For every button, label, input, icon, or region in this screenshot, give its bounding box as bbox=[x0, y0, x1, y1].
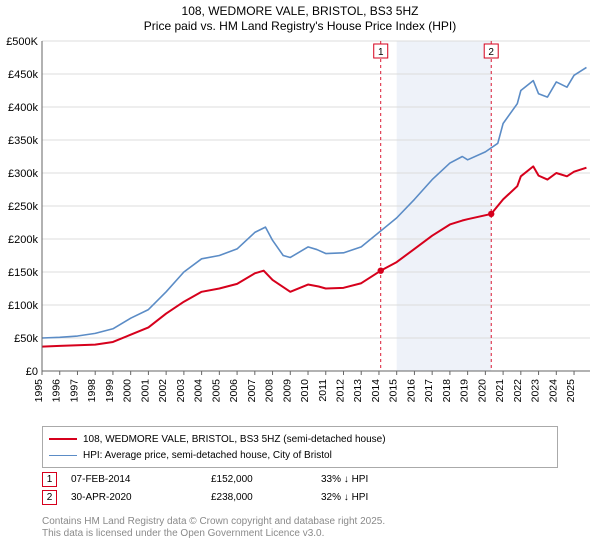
marker-table: 1 07-FEB-2014£152,00033% ↓ HPI 2 30-APR-202… bbox=[42, 470, 558, 506]
svg-text:2013: 2013 bbox=[352, 379, 364, 403]
marker-badge: 2 bbox=[42, 490, 57, 505]
legend-label: HPI: Average price, semi-detached house,… bbox=[83, 450, 332, 461]
marker-row: 2 30-APR-2020£238,00032% ↓ HPI bbox=[42, 488, 558, 506]
marker-delta: 33% ↓ HPI bbox=[321, 474, 368, 485]
svg-text:£200k: £200k bbox=[8, 234, 38, 246]
svg-text:2009: 2009 bbox=[281, 379, 293, 403]
svg-text:2022: 2022 bbox=[512, 379, 524, 403]
svg-text:2021: 2021 bbox=[494, 379, 506, 403]
chart-title-block: 108, WEDMORE VALE, BRISTOL, BS3 5HZ Pric… bbox=[0, 0, 600, 36]
marker-delta: 32% ↓ HPI bbox=[321, 492, 368, 503]
footer-line-2: This data is licensed under the Open Gov… bbox=[42, 528, 385, 540]
svg-text:1999: 1999 bbox=[104, 379, 116, 403]
svg-text:2010: 2010 bbox=[299, 379, 311, 403]
legend-label: 108, WEDMORE VALE, BRISTOL, BS3 5HZ (sem… bbox=[83, 434, 386, 445]
svg-text:2017: 2017 bbox=[423, 379, 435, 403]
svg-text:2003: 2003 bbox=[175, 379, 187, 403]
svg-text:2025: 2025 bbox=[565, 379, 577, 403]
svg-text:2019: 2019 bbox=[459, 379, 471, 403]
svg-text:£0: £0 bbox=[26, 366, 38, 378]
svg-text:2016: 2016 bbox=[405, 379, 417, 403]
svg-text:2001: 2001 bbox=[139, 379, 151, 403]
svg-text:2015: 2015 bbox=[388, 379, 400, 403]
svg-text:£150k: £150k bbox=[8, 267, 38, 279]
marker-date: 07-FEB-2014 bbox=[71, 474, 211, 485]
price-chart: £0 £50k £100k £150k £200k £250k £300k £350k £400… bbox=[0, 36, 600, 421]
chart-legend: 108, WEDMORE VALE, BRISTOL, BS3 5HZ (sem… bbox=[42, 426, 558, 468]
svg-text:£400k: £400k bbox=[8, 102, 38, 114]
title-line-2: Price paid vs. HM Land Registry's House … bbox=[0, 19, 600, 34]
legend-item: 108, WEDMORE VALE, BRISTOL, BS3 5HZ (sem… bbox=[49, 431, 551, 447]
svg-text:1997: 1997 bbox=[68, 379, 80, 403]
svg-text:2018: 2018 bbox=[441, 379, 453, 403]
marker-row: 1 07-FEB-2014£152,00033% ↓ HPI bbox=[42, 470, 558, 488]
legend-swatch bbox=[49, 438, 77, 440]
svg-text:£50k: £50k bbox=[14, 333, 38, 345]
svg-text:2014: 2014 bbox=[370, 379, 382, 403]
svg-text:2008: 2008 bbox=[264, 379, 276, 403]
svg-text:£450k: £450k bbox=[8, 69, 38, 81]
svg-text:2007: 2007 bbox=[246, 379, 258, 403]
footer-attribution: Contains HM Land Registry data © Crown c… bbox=[42, 516, 385, 540]
footer-line-1: Contains HM Land Registry data © Crown c… bbox=[42, 516, 385, 528]
svg-text:1995: 1995 bbox=[33, 379, 45, 403]
marker-badge: 1 bbox=[42, 472, 57, 487]
svg-text:2012: 2012 bbox=[334, 379, 346, 403]
svg-text:2000: 2000 bbox=[122, 379, 134, 403]
svg-text:2024: 2024 bbox=[547, 379, 559, 403]
marker-price: £238,000 bbox=[211, 492, 321, 503]
svg-text:2023: 2023 bbox=[530, 379, 542, 403]
svg-text:£300k: £300k bbox=[8, 168, 38, 180]
svg-text:2002: 2002 bbox=[157, 379, 169, 403]
svg-text:2006: 2006 bbox=[228, 379, 240, 403]
svg-text:£500K: £500K bbox=[6, 36, 38, 48]
svg-text:1998: 1998 bbox=[86, 379, 98, 403]
svg-text:1: 1 bbox=[378, 47, 384, 58]
svg-text:£350k: £350k bbox=[8, 135, 38, 147]
svg-text:2020: 2020 bbox=[476, 379, 488, 403]
marker-price: £152,000 bbox=[211, 474, 321, 485]
marker-date: 30-APR-2020 bbox=[71, 492, 211, 503]
title-line-1: 108, WEDMORE VALE, BRISTOL, BS3 5HZ bbox=[0, 4, 600, 19]
svg-text:£100k: £100k bbox=[8, 300, 38, 312]
svg-text:2004: 2004 bbox=[193, 379, 205, 403]
svg-text:2011: 2011 bbox=[317, 379, 329, 402]
legend-swatch bbox=[49, 455, 77, 456]
svg-text:2: 2 bbox=[488, 47, 494, 58]
svg-text:2005: 2005 bbox=[210, 379, 222, 403]
legend-item: HPI: Average price, semi-detached house,… bbox=[49, 447, 551, 463]
svg-text:1996: 1996 bbox=[51, 379, 63, 403]
svg-text:£250k: £250k bbox=[8, 201, 38, 213]
